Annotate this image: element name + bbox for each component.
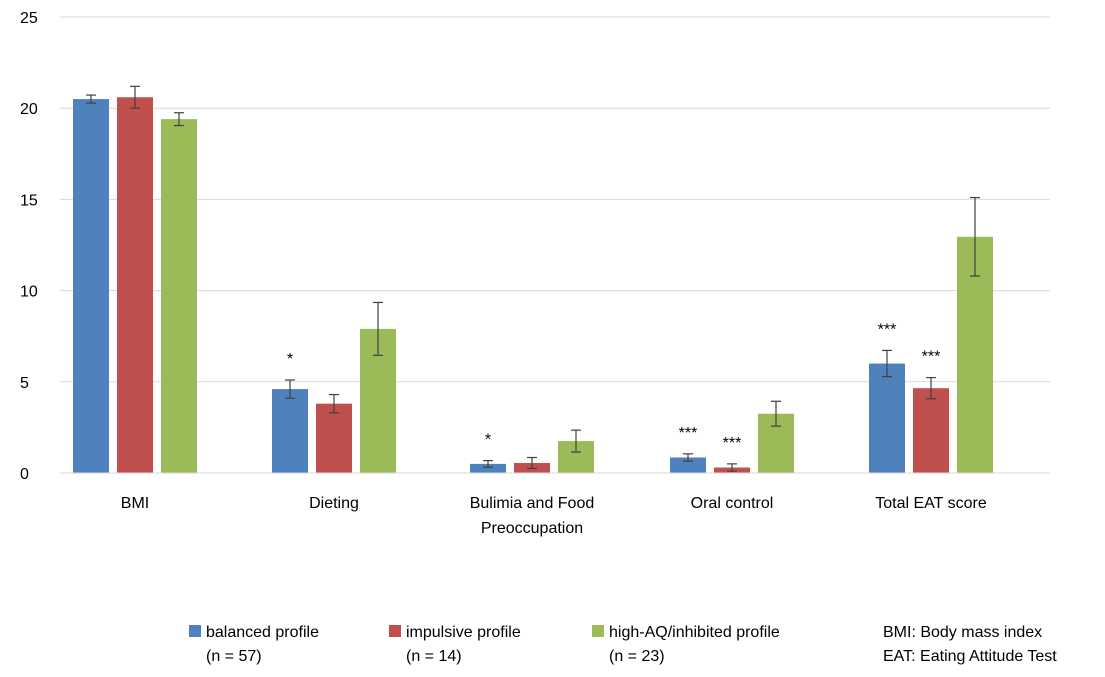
significance-marker: *** xyxy=(922,349,941,366)
legend-label: impulsive profile xyxy=(406,624,521,641)
significance-markers: ** ************ xyxy=(287,321,940,451)
significance-marker: * xyxy=(485,432,491,449)
gridlines xyxy=(60,16,1050,383)
bars xyxy=(73,97,993,474)
legend-sample-size: (n = 14) xyxy=(406,648,462,665)
bar xyxy=(117,97,153,474)
bar xyxy=(913,388,949,473)
bar xyxy=(869,363,905,473)
abbreviation-note: EAT: Eating Attitude Test xyxy=(883,648,1057,665)
significance-marker: *** xyxy=(723,435,742,452)
y-tick-label: 0 xyxy=(20,466,29,483)
bar xyxy=(470,463,506,473)
abbreviation-note: BMI: Body mass index xyxy=(883,624,1042,641)
x-tick-label: Total EAT score xyxy=(875,495,987,512)
bar xyxy=(316,403,352,473)
x-tick-label: Dieting xyxy=(309,495,359,512)
error-bars xyxy=(86,85,980,472)
x-axis-labels: BMI Dieting Bulimia and Food Preoccupation O… xyxy=(121,495,987,537)
significance-marker: *** xyxy=(679,425,698,442)
x-tick-label: Oral control xyxy=(691,495,774,512)
x-tick-label: BMI xyxy=(121,495,149,512)
bar xyxy=(272,389,308,473)
y-axis-ticks: 0 5 10 15 20 25 xyxy=(20,10,38,483)
x-tick-label: Bulimia and Food xyxy=(470,495,595,512)
y-tick-label: 25 xyxy=(20,10,38,27)
significance-marker: * xyxy=(287,351,293,368)
legend-label: balanced profile xyxy=(206,624,319,641)
significance-marker: *** xyxy=(878,321,897,338)
legend-swatch xyxy=(389,625,401,637)
x-tick-label: Preoccupation xyxy=(481,520,583,537)
abbreviation-notes: BMI: Body mass index EAT: Eating Attitude… xyxy=(883,624,1057,665)
y-tick-label: 15 xyxy=(20,192,38,209)
y-tick-label: 20 xyxy=(20,101,38,118)
y-tick-label: 5 xyxy=(20,375,29,392)
legend-sample-size: (n = 23) xyxy=(609,648,665,665)
legend: balanced profile (n = 57) impulsive profil… xyxy=(189,624,780,665)
bar xyxy=(161,119,197,474)
legend-label: high-AQ/inhibited profile xyxy=(609,624,780,641)
legend-swatch xyxy=(189,625,201,637)
legend-sample-size: (n = 57) xyxy=(206,648,262,665)
legend-swatch xyxy=(592,625,604,637)
bar xyxy=(670,457,706,473)
bar xyxy=(73,99,109,473)
y-tick-label: 10 xyxy=(20,284,38,301)
